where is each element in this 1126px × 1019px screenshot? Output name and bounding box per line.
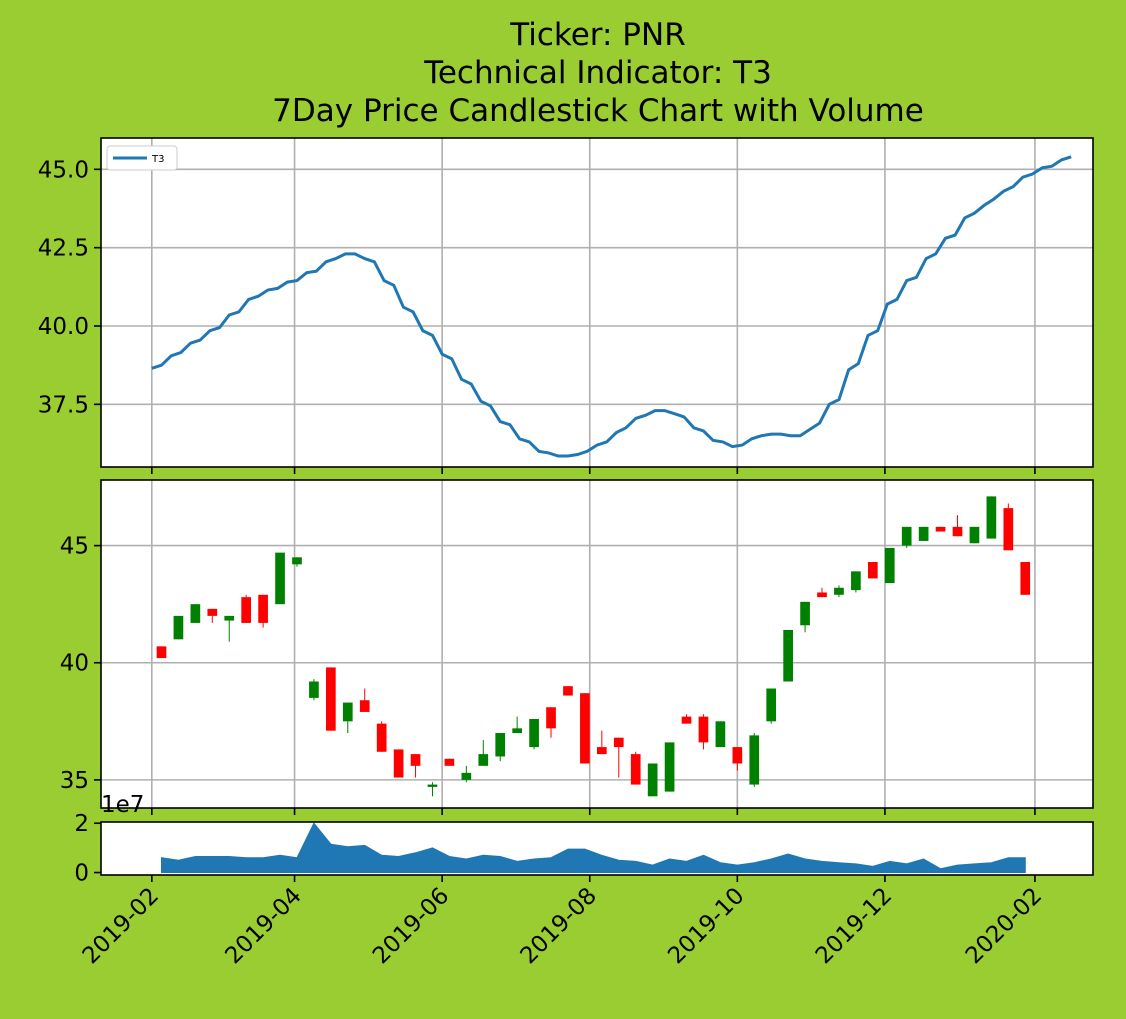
candle-body — [326, 667, 336, 731]
title-line-3: 7Day Price Candlestick Chart with Volume — [272, 93, 924, 129]
candle-body — [173, 615, 184, 640]
candle-body — [698, 716, 709, 743]
volume-exponent-label: 1e7 — [101, 792, 144, 818]
candle-body — [410, 754, 421, 766]
legend-label-t3: T3 — [151, 154, 164, 165]
indicator-frame — [100, 137, 1094, 468]
candle-body — [935, 526, 946, 532]
candle-body — [884, 547, 895, 584]
candle-body — [190, 604, 201, 623]
candle-body — [1003, 508, 1014, 551]
candle-body — [986, 496, 997, 539]
candle-body — [901, 526, 912, 546]
indicator-ytick-label: 40.0 — [38, 314, 89, 340]
price-panel: 35 40 45 — [60, 479, 1094, 815]
candle-body — [613, 737, 624, 748]
candle-body — [292, 557, 302, 565]
candle-body — [512, 728, 522, 734]
candle-body — [461, 772, 472, 780]
candle-body — [630, 754, 641, 785]
volume-frame — [100, 821, 1094, 876]
price-frame — [100, 479, 1094, 809]
candle-body — [1020, 562, 1031, 595]
candle-body — [851, 571, 861, 591]
candle-body — [241, 597, 252, 623]
indicator-plot-area — [101, 138, 1093, 467]
candle-body — [834, 587, 844, 595]
candle-body — [376, 723, 387, 752]
candle-body — [817, 592, 827, 598]
price-ytick-label: 40 — [60, 651, 89, 677]
title-line-2: Technical Indicator: T3 — [423, 55, 772, 91]
candle-body — [969, 526, 980, 544]
candle-body — [597, 747, 607, 755]
candle-body — [156, 646, 167, 659]
indicator-panel: 37.5 40.0 42.5 45.0 T3 — [38, 137, 1094, 474]
indicator-ytick-label: 37.5 — [38, 392, 89, 418]
candle-body — [715, 721, 726, 748]
candle-body — [580, 693, 590, 764]
candle-body — [207, 608, 218, 616]
price-ytick-label: 45 — [60, 534, 89, 560]
candle-body — [783, 629, 793, 682]
candle-body — [867, 562, 878, 579]
candle-body — [529, 718, 539, 748]
candle-body — [393, 749, 404, 778]
candle-body — [647, 763, 658, 797]
candle-body — [546, 707, 556, 729]
volume-ytick-label: 0 — [74, 861, 89, 887]
candle-body — [275, 552, 285, 605]
candle-body — [359, 700, 370, 712]
candle-body — [732, 747, 743, 764]
candle-body — [478, 754, 489, 766]
volume-panel: 0 2 1e7 — [74, 792, 1094, 887]
candle-body — [309, 681, 319, 698]
candle-body — [952, 526, 963, 537]
volume-area — [161, 822, 1026, 873]
volume-ytick-label: 2 — [74, 811, 89, 837]
candle-body — [224, 615, 235, 621]
candle-body — [681, 716, 692, 724]
price-ytick-label: 35 — [60, 768, 89, 794]
indicator-ytick-label: 45.0 — [38, 157, 89, 183]
candle-body — [342, 702, 353, 722]
t3-line — [151, 155, 1072, 458]
candle-body — [495, 733, 506, 757]
candle-body — [258, 594, 268, 623]
candle-body — [749, 735, 760, 785]
legend: T3 — [106, 145, 178, 171]
candle-body — [766, 688, 777, 722]
candle-body — [563, 686, 573, 696]
candle-body — [427, 784, 438, 787]
title-line-1: Ticker: PNR — [509, 17, 685, 53]
candle-body — [918, 526, 929, 541]
candle-body — [664, 742, 675, 792]
chart-title: Ticker: PNR Technical Indicator: T3 7Day… — [272, 17, 924, 129]
candle-body — [800, 601, 810, 626]
indicator-ytick-label: 42.5 — [38, 236, 89, 262]
candle-body — [444, 758, 455, 766]
